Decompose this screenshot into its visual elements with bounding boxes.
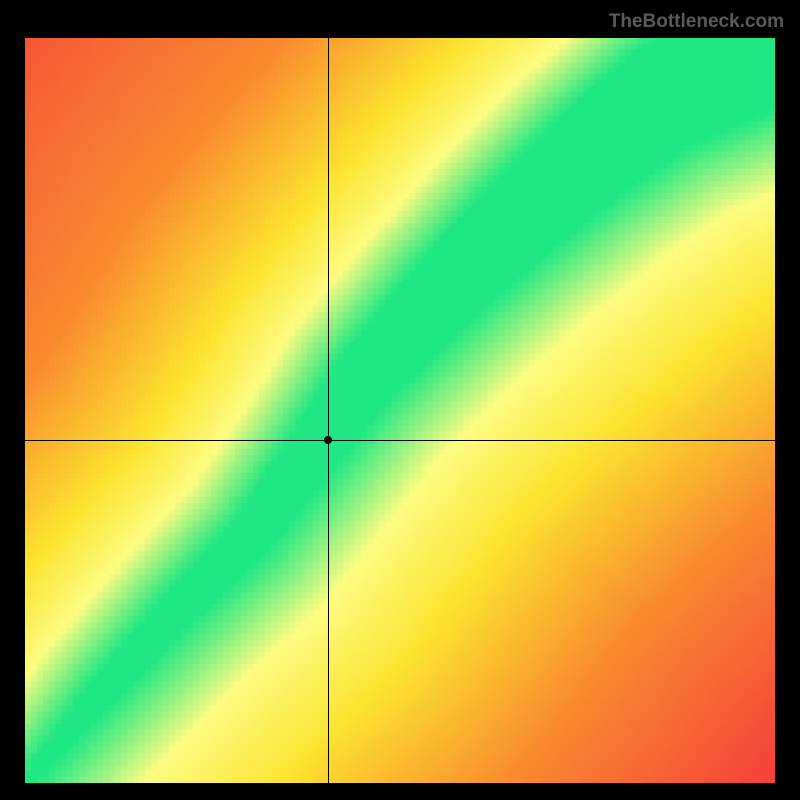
data-point-marker <box>324 436 332 444</box>
chart-container: TheBottleneck.com <box>0 0 800 800</box>
crosshair-horizontal <box>25 440 775 441</box>
crosshair-vertical <box>328 38 329 783</box>
plot-area <box>25 38 775 783</box>
watermark-text: TheBottleneck.com <box>609 11 784 33</box>
heatmap-canvas <box>25 38 775 783</box>
